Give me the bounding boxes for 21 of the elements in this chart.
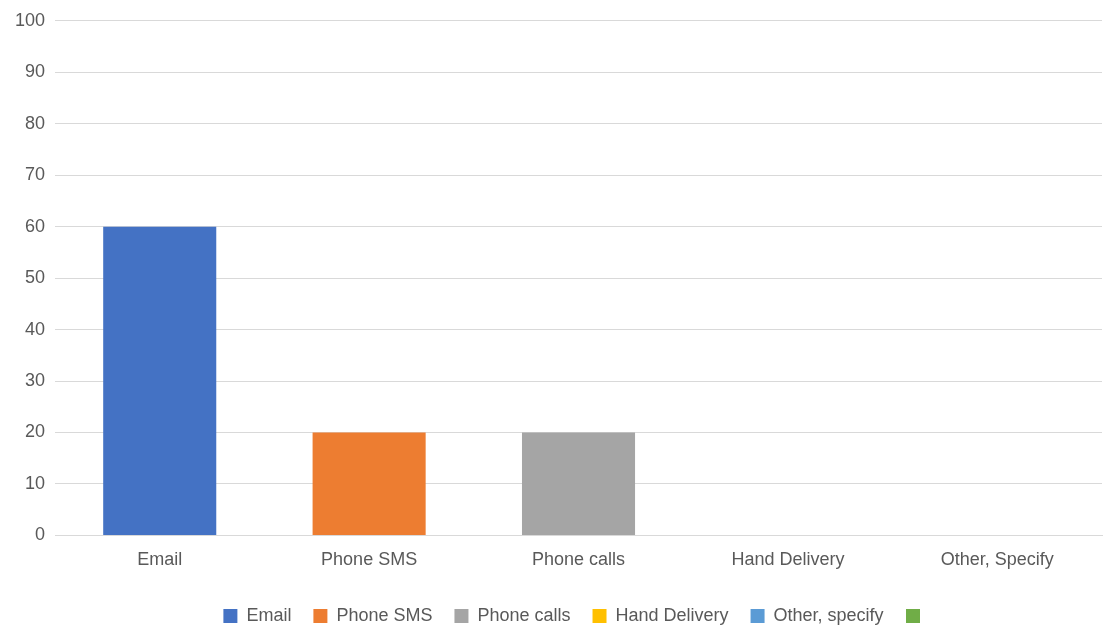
x-tick-label: Email xyxy=(137,549,183,570)
y-tick-label: 20 xyxy=(25,421,46,442)
x-tick-label: Other, Specify xyxy=(940,549,1054,570)
y-tick-label: 10 xyxy=(25,472,46,493)
legend-label: Other, specify xyxy=(773,604,884,625)
x-tick-label: Hand Delivery xyxy=(731,549,845,570)
y-tick-label: 60 xyxy=(25,215,46,236)
y-tick-label: 100 xyxy=(14,9,46,30)
legend-label: Email xyxy=(246,604,292,625)
y-tick-label: 50 xyxy=(25,267,46,288)
y-tick-label: 80 xyxy=(25,112,46,133)
y-tick-label: 40 xyxy=(25,318,46,339)
legend-label: Hand Delivery xyxy=(615,604,729,625)
x-tick-label: Phone calls xyxy=(531,549,626,570)
x-tick-label: Phone SMS xyxy=(321,549,418,570)
y-tick-label: 70 xyxy=(25,164,46,185)
legend-label: Phone calls xyxy=(477,604,571,625)
y-tick-label: 0 xyxy=(35,524,46,545)
y-tick-label: 90 xyxy=(25,61,46,82)
y-tick-label: 30 xyxy=(25,369,46,390)
legend-label: Phone SMS xyxy=(336,604,433,625)
